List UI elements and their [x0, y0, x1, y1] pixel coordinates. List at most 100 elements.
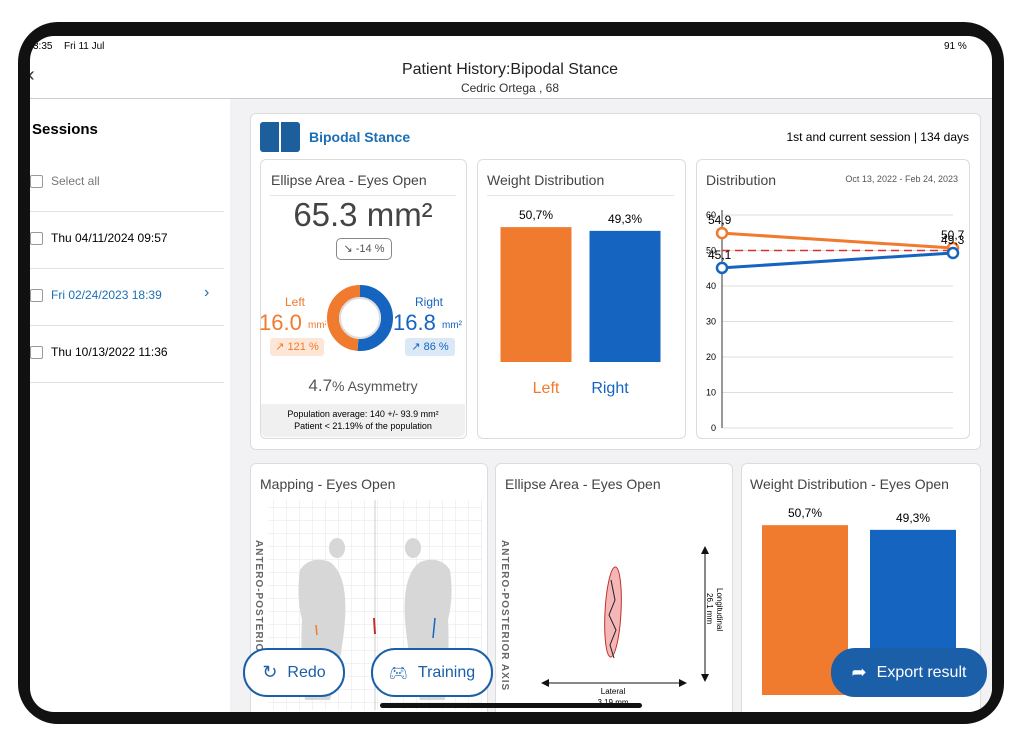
asymmetry-value: 4.7	[308, 376, 333, 395]
ellipse-value: 65.3 mm²	[293, 196, 433, 233]
patient: Patient < 21.19% of the population	[294, 421, 432, 431]
divider	[487, 195, 674, 196]
value-label: 50,7%	[519, 208, 553, 222]
left-change-badge: ↗ 121 %	[270, 338, 324, 356]
left-trace	[315, 624, 318, 636]
panel-title: Distribution	[706, 172, 777, 188]
session-row[interactable]: Fri 02/24/2023 18:39 ›	[30, 269, 224, 326]
category-label: Right	[591, 380, 629, 397]
sway-path	[608, 579, 617, 659]
chevron: ›	[204, 284, 210, 301]
card-info: 1st and current session | 134 days	[786, 130, 969, 144]
value-label: 45,1	[708, 248, 732, 262]
donut-right	[357, 285, 393, 351]
toe	[329, 538, 345, 558]
y-tick-label: 20	[706, 352, 716, 362]
category-label: Right	[879, 711, 917, 728]
bar	[500, 227, 572, 362]
right-value: 16.8	[393, 310, 436, 335]
left-unit: mm²	[308, 320, 326, 331]
point	[715, 261, 729, 275]
select-all: Select all	[51, 174, 100, 188]
header-title: Patient History:Bipodal Stance	[401, 61, 619, 78]
redo-button[interactable]: ↻ Redo	[243, 648, 345, 697]
y-tick-label: 40	[706, 281, 716, 291]
lateral-value: 3.19 mm	[597, 698, 628, 707]
panel-title: Weight Distribution	[487, 172, 605, 188]
category-label: Left	[802, 711, 829, 728]
redo-label: Redo	[287, 663, 326, 681]
axis-label: ANTERO-POSTERIOR AXIS	[253, 540, 264, 691]
panel-title: Ellipse Area - Eyes Open	[505, 476, 661, 492]
right-unit: mm²	[442, 320, 462, 331]
value-label: 50,7%	[788, 506, 822, 520]
divider	[270, 195, 456, 196]
battery: 91 %	[944, 41, 967, 52]
training-button[interactable]: 🎮︎ Training	[371, 648, 493, 697]
donut-inner	[339, 297, 381, 339]
point	[715, 226, 729, 240]
value-label: 49,3%	[608, 212, 642, 226]
y-tick-label: 50	[706, 246, 716, 256]
asymmetry: 4.7% Asymmetry	[260, 376, 466, 396]
left-value: 16.0	[259, 310, 302, 335]
session-row[interactable]: Thu 10/13/2022 11:36	[30, 326, 224, 383]
card-title: Bipodal Stance	[309, 129, 411, 145]
divider	[30, 98, 992, 99]
home-indicator	[380, 703, 642, 708]
asymmetry-label: % Asymmetry	[332, 378, 418, 394]
ellipse-plot-panel	[495, 463, 733, 712]
sidebar-title: Sessions	[32, 121, 98, 138]
population-box	[261, 404, 465, 437]
session-label: Thu 10/13/2022 11:36	[51, 345, 168, 359]
y-tick-label: 10	[706, 388, 716, 398]
session-label: Fri 02/24/2023 18:39	[51, 288, 162, 302]
left-label: Left	[285, 295, 306, 309]
date-range: Oct 13, 2022 - Feb 24, 2023	[845, 174, 958, 184]
longitudinal: Longitudinal	[715, 588, 724, 631]
status-time: 3:35	[33, 41, 53, 52]
status-date: Fri 11 Jul	[64, 41, 105, 52]
longitudinal-value: 26.1 mm	[705, 593, 714, 624]
bar	[589, 230, 661, 362]
value-label: 49,3	[941, 233, 965, 247]
session-label: Thu 04/11/2024 09:57	[51, 231, 168, 245]
confidence-ellipse	[604, 566, 622, 658]
change-badge: ↘ -14 %	[336, 238, 392, 260]
y-tick-label: 60	[706, 210, 716, 220]
toe	[405, 538, 421, 558]
export-button[interactable]: ➦ Export result	[831, 648, 987, 697]
lateral: Lateral	[601, 687, 626, 696]
cop-trace	[373, 617, 376, 635]
value-label: 54,9	[708, 213, 732, 227]
back-button[interactable]: ‹	[28, 64, 35, 86]
value-label: 49,3%	[896, 511, 930, 525]
right-label: Right	[415, 295, 444, 309]
axis-label: ANTERO-POSTERIOR AXIS	[499, 540, 510, 691]
right-change: 86 %	[423, 341, 449, 353]
session-row[interactable]: Thu 04/11/2024 09:57	[30, 212, 224, 269]
header-subtitle: Cedric Ortega , 68	[460, 81, 560, 95]
y-tick-label: 0	[711, 423, 716, 433]
change: -14 %	[355, 243, 385, 255]
value-label: 50,7	[941, 228, 965, 242]
population: Population average: 140 +/- 93.9 mm²	[287, 409, 439, 419]
right-change-badge: ↗ 86 %	[405, 338, 455, 356]
right-trace	[432, 617, 436, 639]
donut-left	[327, 285, 361, 351]
select-all-row[interactable]: Select all	[30, 155, 224, 212]
series-line	[721, 251, 954, 270]
series-line	[721, 231, 954, 250]
panel-title: Weight Distribution - Eyes Open	[750, 476, 949, 492]
panel-title: Ellipse Area - Eyes Open	[271, 172, 427, 188]
y-tick-label: 30	[706, 317, 716, 327]
point	[946, 246, 960, 260]
export-label: Export result	[876, 663, 967, 681]
left-change: 121 %	[287, 341, 319, 353]
panel-title: Mapping - Eyes Open	[260, 476, 396, 492]
card-icon	[260, 122, 300, 152]
